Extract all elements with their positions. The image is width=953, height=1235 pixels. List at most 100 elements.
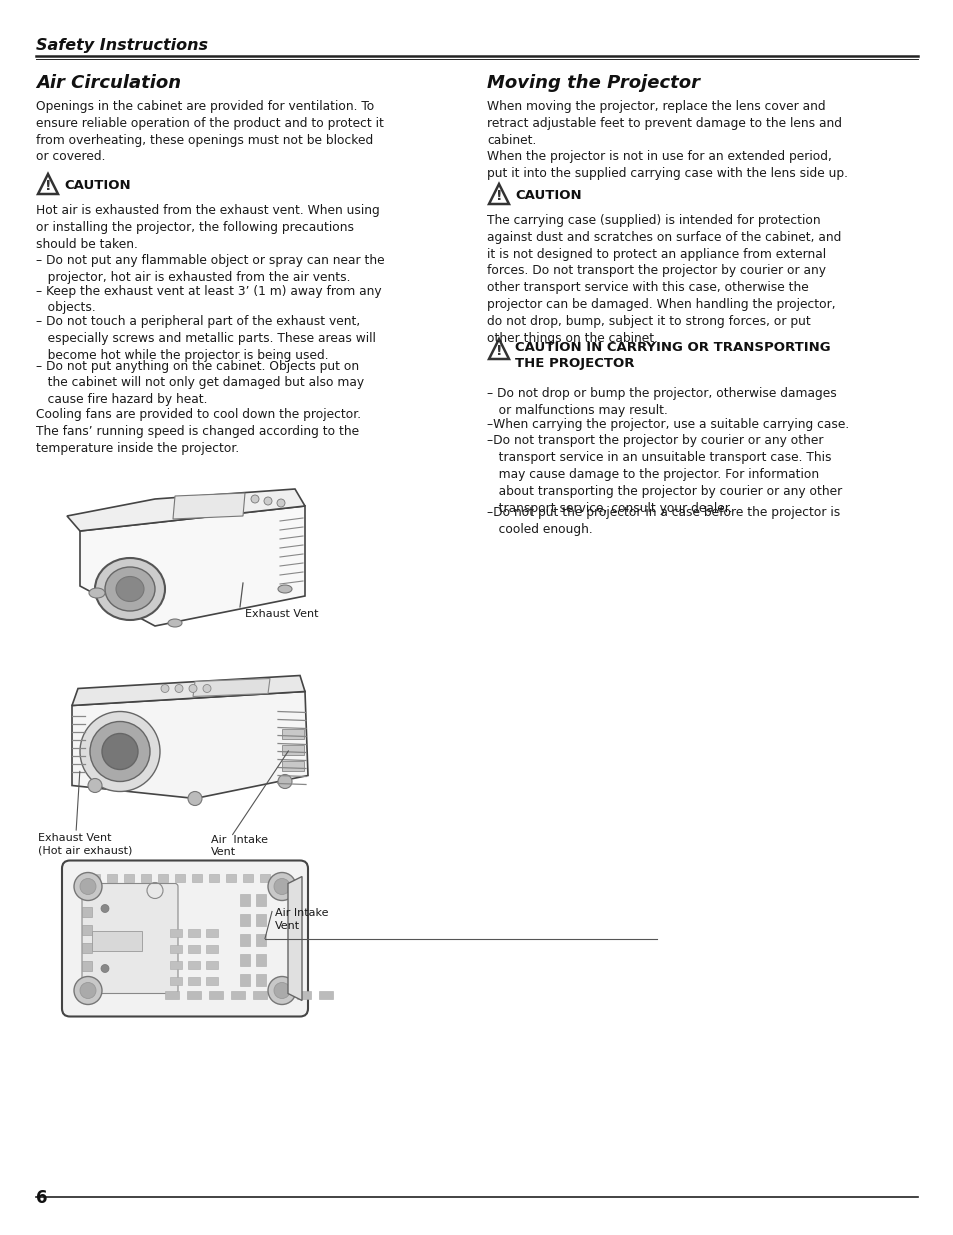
Text: !: !	[45, 179, 51, 194]
Polygon shape	[71, 692, 308, 799]
Text: When moving the projector, replace the lens cover and
retract adjustable feet to: When moving the projector, replace the l…	[486, 100, 847, 180]
Text: Exhaust Vent
(Hot air exhaust): Exhaust Vent (Hot air exhaust)	[38, 832, 132, 856]
Bar	[206, 977, 218, 984]
Bar	[170, 961, 182, 968]
Text: –When carrying the projector, use a suitable carrying case.: –When carrying the projector, use a suit…	[486, 417, 848, 431]
Circle shape	[80, 878, 96, 894]
Circle shape	[101, 965, 109, 972]
Bar	[82, 942, 91, 952]
Bar	[226, 873, 235, 882]
Bar	[91, 930, 142, 951]
Text: –Do not transport the projector by courier or any other
   transport service in : –Do not transport the projector by couri…	[486, 435, 841, 515]
FancyBboxPatch shape	[62, 861, 308, 1016]
Bar	[188, 977, 200, 984]
Text: CAUTION: CAUTION	[515, 189, 581, 203]
Bar	[274, 990, 289, 999]
Circle shape	[276, 499, 285, 508]
Polygon shape	[288, 877, 302, 1000]
Bar	[192, 873, 202, 882]
Bar	[255, 893, 266, 905]
Circle shape	[188, 792, 202, 805]
Bar	[209, 873, 219, 882]
Bar	[240, 934, 250, 946]
Bar	[240, 973, 250, 986]
Ellipse shape	[89, 588, 105, 598]
Text: – Do not put any flammable object or spray can near the
   projector, hot air is: – Do not put any flammable object or spr…	[36, 254, 384, 284]
Circle shape	[274, 983, 290, 999]
Text: – Do not put anything on the cabinet. Objects put on
   the cabinet will not onl: – Do not put anything on the cabinet. Ob…	[36, 359, 364, 406]
Text: 6: 6	[36, 1189, 48, 1207]
Bar	[255, 914, 266, 925]
Bar	[170, 929, 182, 936]
Ellipse shape	[168, 619, 182, 627]
Bar	[206, 929, 218, 936]
Circle shape	[101, 904, 109, 913]
Bar	[124, 873, 133, 882]
Bar	[188, 945, 200, 952]
Text: Openings in the cabinet are provided for ventilation. To
ensure reliable operati: Openings in the cabinet are provided for…	[36, 100, 383, 163]
Circle shape	[90, 721, 150, 782]
Ellipse shape	[105, 567, 154, 611]
Polygon shape	[172, 493, 245, 519]
Circle shape	[88, 778, 102, 793]
Bar	[174, 873, 185, 882]
Text: Air Intake
Vent: Air Intake Vent	[274, 909, 328, 931]
Polygon shape	[71, 676, 305, 705]
Bar	[240, 893, 250, 905]
Bar	[243, 873, 253, 882]
Bar	[206, 961, 218, 968]
Text: – Do not drop or bump the projector, otherwise damages
   or malfunctions may re: – Do not drop or bump the projector, oth…	[486, 387, 836, 416]
Bar	[231, 990, 245, 999]
Bar	[187, 990, 201, 999]
Text: Exhaust Vent: Exhaust Vent	[245, 609, 318, 619]
Circle shape	[203, 684, 211, 693]
Circle shape	[268, 872, 295, 900]
Ellipse shape	[95, 558, 165, 620]
Bar	[82, 925, 91, 935]
Polygon shape	[80, 506, 305, 626]
Text: – Keep the exhaust vent at least 3’ (1 m) away from any
   objects.: – Keep the exhaust vent at least 3’ (1 m…	[36, 284, 381, 315]
Circle shape	[268, 977, 295, 1004]
Text: Hot air is exhausted from the exhaust vent. When using
or installing the project: Hot air is exhausted from the exhaust ve…	[36, 204, 379, 251]
Text: !: !	[496, 345, 501, 358]
Bar	[255, 934, 266, 946]
Ellipse shape	[277, 585, 292, 593]
Ellipse shape	[116, 577, 144, 601]
Circle shape	[80, 983, 96, 999]
Circle shape	[264, 496, 272, 505]
Bar	[260, 873, 270, 882]
Circle shape	[251, 495, 258, 503]
Bar	[276, 873, 287, 882]
Bar	[282, 761, 304, 771]
Bar	[209, 990, 223, 999]
Bar	[318, 990, 333, 999]
Circle shape	[102, 734, 138, 769]
Bar	[253, 990, 267, 999]
Text: Air  Intake
Vent: Air Intake Vent	[211, 835, 268, 857]
Bar	[255, 953, 266, 966]
Polygon shape	[67, 489, 305, 531]
Circle shape	[274, 878, 290, 894]
Bar	[240, 914, 250, 925]
Bar	[188, 929, 200, 936]
Bar	[165, 990, 179, 999]
Text: Cooling fans are provided to cool down the projector.
The fans’ running speed is: Cooling fans are provided to cool down t…	[36, 408, 361, 454]
FancyBboxPatch shape	[82, 883, 178, 993]
Bar	[82, 888, 91, 899]
Bar	[90, 873, 100, 882]
Text: CAUTION: CAUTION	[64, 179, 131, 191]
Bar	[141, 873, 151, 882]
Text: Safety Instructions: Safety Instructions	[36, 38, 208, 53]
Text: Moving the Projector: Moving the Projector	[486, 74, 700, 91]
Bar	[188, 961, 200, 968]
Bar	[158, 873, 168, 882]
Bar	[255, 973, 266, 986]
Bar	[282, 729, 304, 739]
Circle shape	[161, 684, 169, 693]
Circle shape	[74, 977, 102, 1004]
Text: Air Circulation: Air Circulation	[36, 74, 181, 91]
Bar	[82, 961, 91, 971]
Bar	[170, 945, 182, 952]
Circle shape	[80, 711, 160, 792]
Circle shape	[174, 684, 183, 693]
